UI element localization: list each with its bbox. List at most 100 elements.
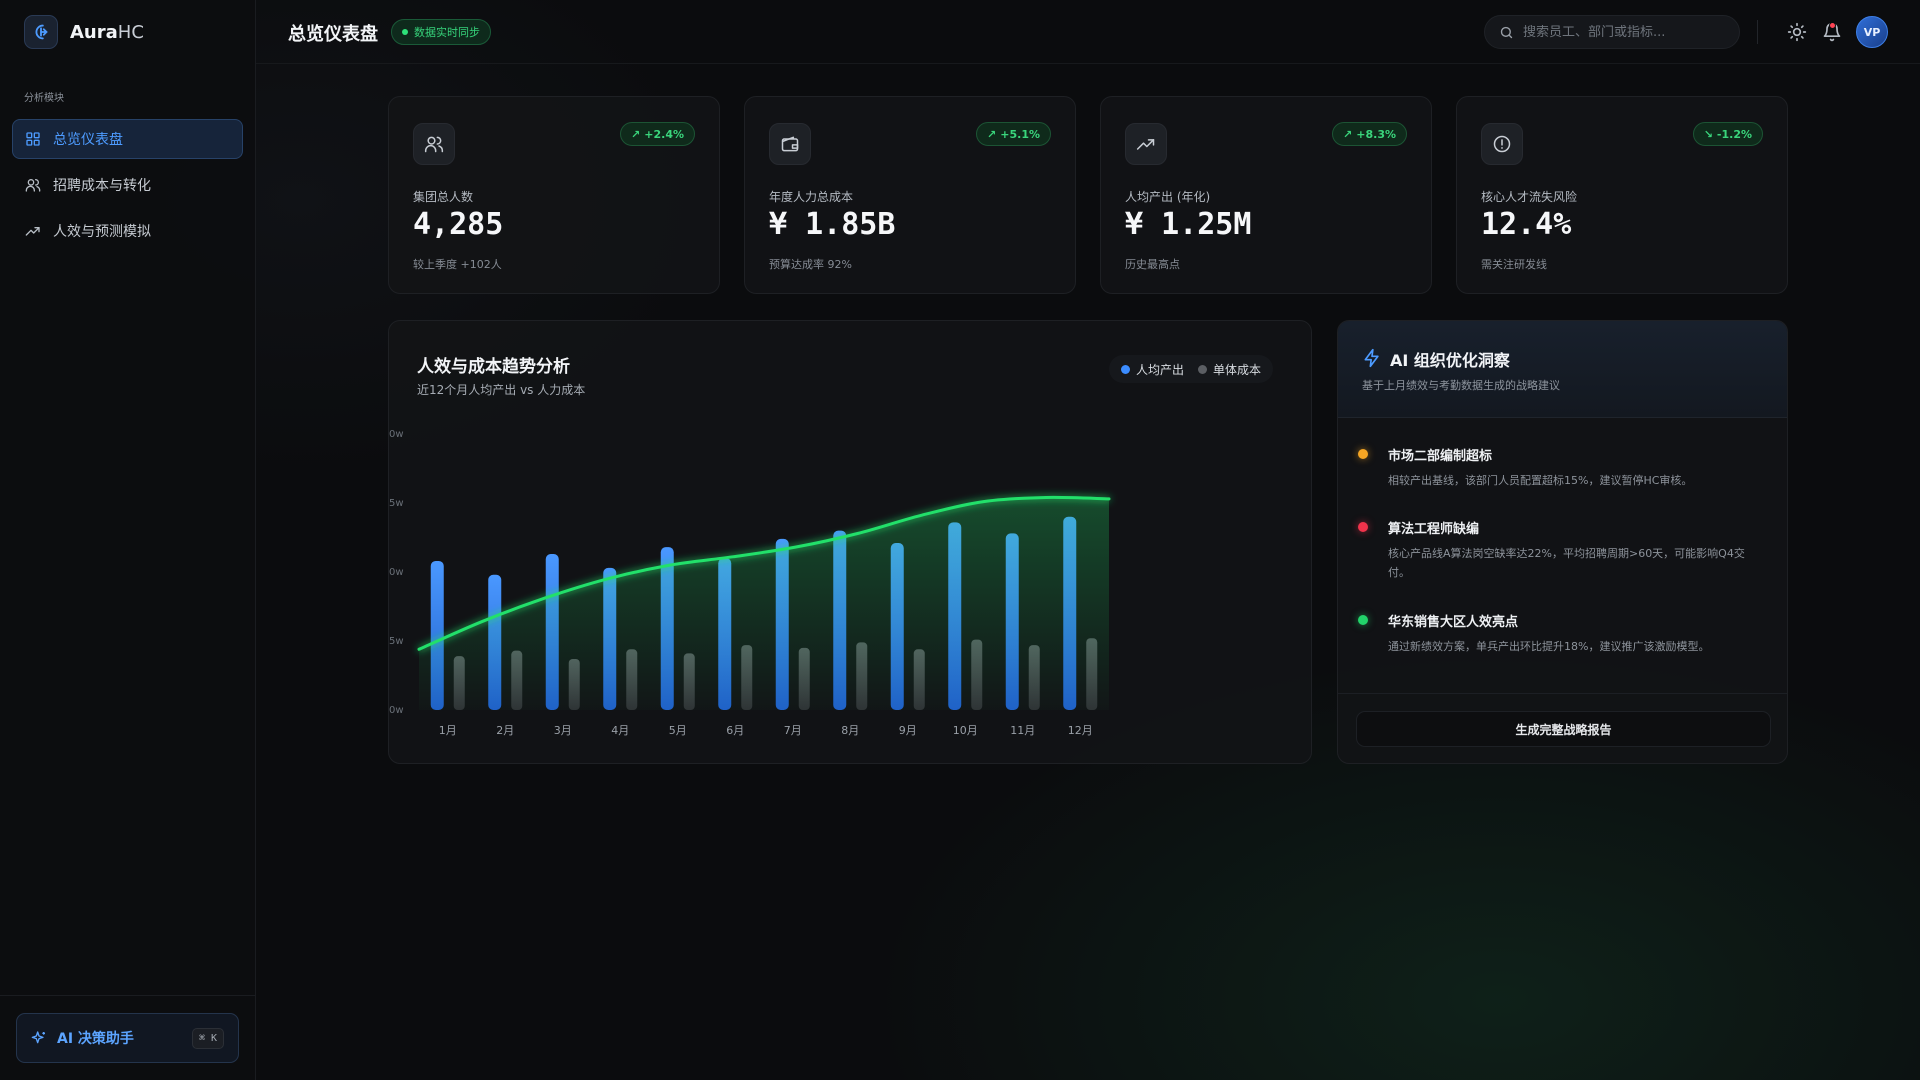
trend-area bbox=[419, 497, 1109, 710]
sidebar-item-label: 招聘成本与转化 bbox=[53, 178, 151, 194]
avatar[interactable]: VP bbox=[1856, 16, 1888, 48]
shortcut-hint: ⌘ K bbox=[191, 1027, 224, 1049]
nav-section-label: 分析模块 bbox=[24, 93, 64, 104]
chart-title: 人效与成本趋势分析 bbox=[417, 357, 570, 377]
ai-assistant-button[interactable]: AI 决策助手 ⌘ K bbox=[16, 1013, 239, 1063]
arrow-up-right-icon: ↗ bbox=[987, 127, 997, 141]
kpi-value: 12.4% bbox=[1481, 207, 1572, 242]
trend-badge: ↗ +8.3% bbox=[1332, 122, 1407, 146]
x-tick-label: 5月 bbox=[669, 724, 687, 737]
sidebar: AuraHC 分析模块 总览仪表盘 招聘成本与转化 人效与预测模拟 AI 决策助… bbox=[0, 0, 256, 1080]
legend-item[interactable]: 人均产出 bbox=[1121, 361, 1184, 378]
y-tick-label: 0w bbox=[389, 429, 404, 440]
lightning-icon bbox=[1364, 348, 1379, 368]
kpi-card-attrition-risk[interactable]: ↘ -1.2% 核心人才流失风险 12.4% 需关注研发线 bbox=[1456, 96, 1788, 294]
ai-insights-card: AI 组织优化洞察 基于上月绩效与考勤数据生成的战略建议 市场二部编制超标 相较… bbox=[1337, 320, 1788, 764]
x-tick-label: 2月 bbox=[496, 724, 514, 737]
sidebar-item-recruiting[interactable]: 招聘成本与转化 bbox=[12, 165, 243, 205]
app-name: AuraHC bbox=[70, 21, 144, 43]
grid-icon bbox=[26, 132, 40, 146]
kpi-label: 核心人才流失风险 bbox=[1481, 190, 1578, 204]
header-divider bbox=[1757, 20, 1758, 44]
users-icon bbox=[25, 179, 41, 192]
x-tick-label: 3月 bbox=[554, 724, 572, 737]
x-tick-label: 1月 bbox=[439, 724, 457, 737]
y-tick-label: 5w bbox=[389, 636, 404, 647]
sidebar-item-label: 总览仪表盘 bbox=[53, 132, 123, 148]
ai-insights-header: AI 组织优化洞察 基于上月绩效与考勤数据生成的战略建议 bbox=[1338, 321, 1787, 418]
sync-status-label: 数据实时同步 bbox=[414, 26, 480, 39]
trend-icon bbox=[25, 227, 40, 236]
x-tick-label: 8月 bbox=[841, 724, 859, 737]
y-tick-label: 5w bbox=[389, 498, 404, 509]
app-logo[interactable]: AuraHC bbox=[24, 15, 144, 49]
generate-report-button[interactable]: 生成完整战略报告 bbox=[1356, 711, 1771, 747]
chart-legend: 人均产出 单体成本 bbox=[1109, 355, 1274, 383]
search-icon bbox=[1500, 26, 1513, 38]
kpi-card-output-per-capita[interactable]: ↗ +8.3% 人均产出 (年化) ¥ 1.25M 历史最高点 bbox=[1100, 96, 1432, 294]
trend-icon bbox=[1125, 123, 1167, 165]
trend-badge: ↗ +5.1% bbox=[976, 122, 1051, 146]
status-dot-icon bbox=[402, 29, 408, 35]
trend-line bbox=[417, 495, 1111, 651]
kpi-card-headcount[interactable]: ↗ +2.4% 集团总人数 4,285 较上季度 +102人 bbox=[388, 96, 720, 294]
x-tick-label: 10月 bbox=[953, 724, 978, 737]
x-tick-label: 11月 bbox=[1010, 724, 1035, 737]
insight-description: 通过新绩效方案，单兵产出环比提升18%，建议推广该激励模型。 bbox=[1388, 640, 1710, 653]
danger-dot-icon bbox=[1358, 522, 1368, 532]
kpi-label: 人均产出 (年化) bbox=[1125, 190, 1211, 204]
insight-description: 核心产品线A算法岗空缺率达22%，平均招聘周期>60天，可能影响Q4交付。 bbox=[1388, 547, 1745, 579]
x-tick-label: 7月 bbox=[784, 724, 802, 737]
users-icon bbox=[413, 123, 455, 165]
kpi-card-labor-cost[interactable]: ↗ +5.1% 年度人力总成本 ¥ 1.85B 预算达成率 92% bbox=[744, 96, 1076, 294]
ai-card-divider bbox=[1338, 693, 1787, 694]
warning-dot-icon bbox=[1358, 449, 1368, 459]
wallet-icon bbox=[769, 123, 811, 165]
y-tick-label: 0w bbox=[389, 567, 404, 578]
ai-insights-subtitle: 基于上月绩效与考勤数据生成的战略建议 bbox=[1362, 379, 1560, 392]
sun-icon[interactable] bbox=[1787, 22, 1807, 42]
legend-dot-icon bbox=[1198, 364, 1208, 374]
notification-dot bbox=[1829, 22, 1836, 29]
chart-subtitle: 近12个月人均产出 vs 人力成本 bbox=[417, 383, 586, 397]
sidebar-item-overview[interactable]: 总览仪表盘 bbox=[12, 119, 243, 159]
y-tick-label: 0w bbox=[389, 705, 404, 716]
top-header: 总览仪表盘 数据实时同步 VP bbox=[256, 0, 1920, 64]
x-tick-label: 4月 bbox=[611, 724, 629, 737]
trend-chart-card: 人效与成本趋势分析 近12个月人均产出 vs 人力成本 0w 5w 0w 5w 0w 1月… bbox=[388, 320, 1312, 764]
x-tick-label: 9月 bbox=[899, 724, 917, 737]
insight-title: 算法工程师缺编 bbox=[1388, 522, 1480, 537]
sync-status-badge: 数据实时同步 bbox=[391, 19, 491, 45]
trend-badge: ↘ -1.2% bbox=[1692, 122, 1763, 146]
legend-item[interactable]: 单体成本 bbox=[1198, 361, 1261, 378]
sidebar-nav: 总览仪表盘 招聘成本与转化 人效与预测模拟 bbox=[12, 119, 243, 257]
ai-assistant-label: AI 决策助手 bbox=[57, 1031, 134, 1047]
kpi-value: 4,285 bbox=[413, 207, 504, 242]
kpi-label: 年度人力总成本 bbox=[769, 190, 854, 204]
insight-title: 市场二部编制超标 bbox=[1388, 449, 1493, 464]
sidebar-item-efficiency[interactable]: 人效与预测模拟 bbox=[12, 211, 243, 251]
x-tick-label: 6月 bbox=[726, 724, 744, 737]
x-tick-label: 12月 bbox=[1068, 724, 1093, 737]
logo-icon bbox=[24, 15, 58, 49]
kpi-value: ¥ 1.85B bbox=[769, 207, 896, 242]
kpi-subtext: 需关注研发线 bbox=[1481, 258, 1547, 271]
sparkles-icon bbox=[31, 1031, 45, 1044]
search-input[interactable] bbox=[1523, 24, 1723, 40]
page-title: 总览仪表盘 bbox=[288, 24, 378, 45]
trend-badge: ↗ +2.4% bbox=[620, 122, 695, 146]
kpi-subtext: 历史最高点 bbox=[1125, 258, 1180, 271]
success-dot-icon bbox=[1358, 615, 1368, 625]
insight-title: 华东销售大区人效亮点 bbox=[1388, 615, 1519, 630]
search-box[interactable] bbox=[1484, 15, 1740, 49]
arrow-up-right-icon: ↗ bbox=[1343, 127, 1353, 141]
arrow-up-right-icon: ↗ bbox=[631, 127, 641, 141]
trend-chart: 0w 5w 0w 5w 0w 1月 2月 3月 4月 5月 6月 7月 8月 9月 10月 11月 12月 bbox=[389, 429, 1111, 737]
ai-insights-title: AI 组织优化洞察 bbox=[1390, 351, 1510, 370]
legend-dot-icon bbox=[1121, 364, 1130, 374]
alert-circle-icon bbox=[1481, 123, 1523, 165]
arrow-down-right-icon: ↘ bbox=[1703, 127, 1713, 141]
kpi-subtext: 较上季度 +102人 bbox=[413, 258, 502, 271]
kpi-value: ¥ 1.25M bbox=[1125, 207, 1252, 242]
sidebar-divider bbox=[0, 995, 256, 996]
